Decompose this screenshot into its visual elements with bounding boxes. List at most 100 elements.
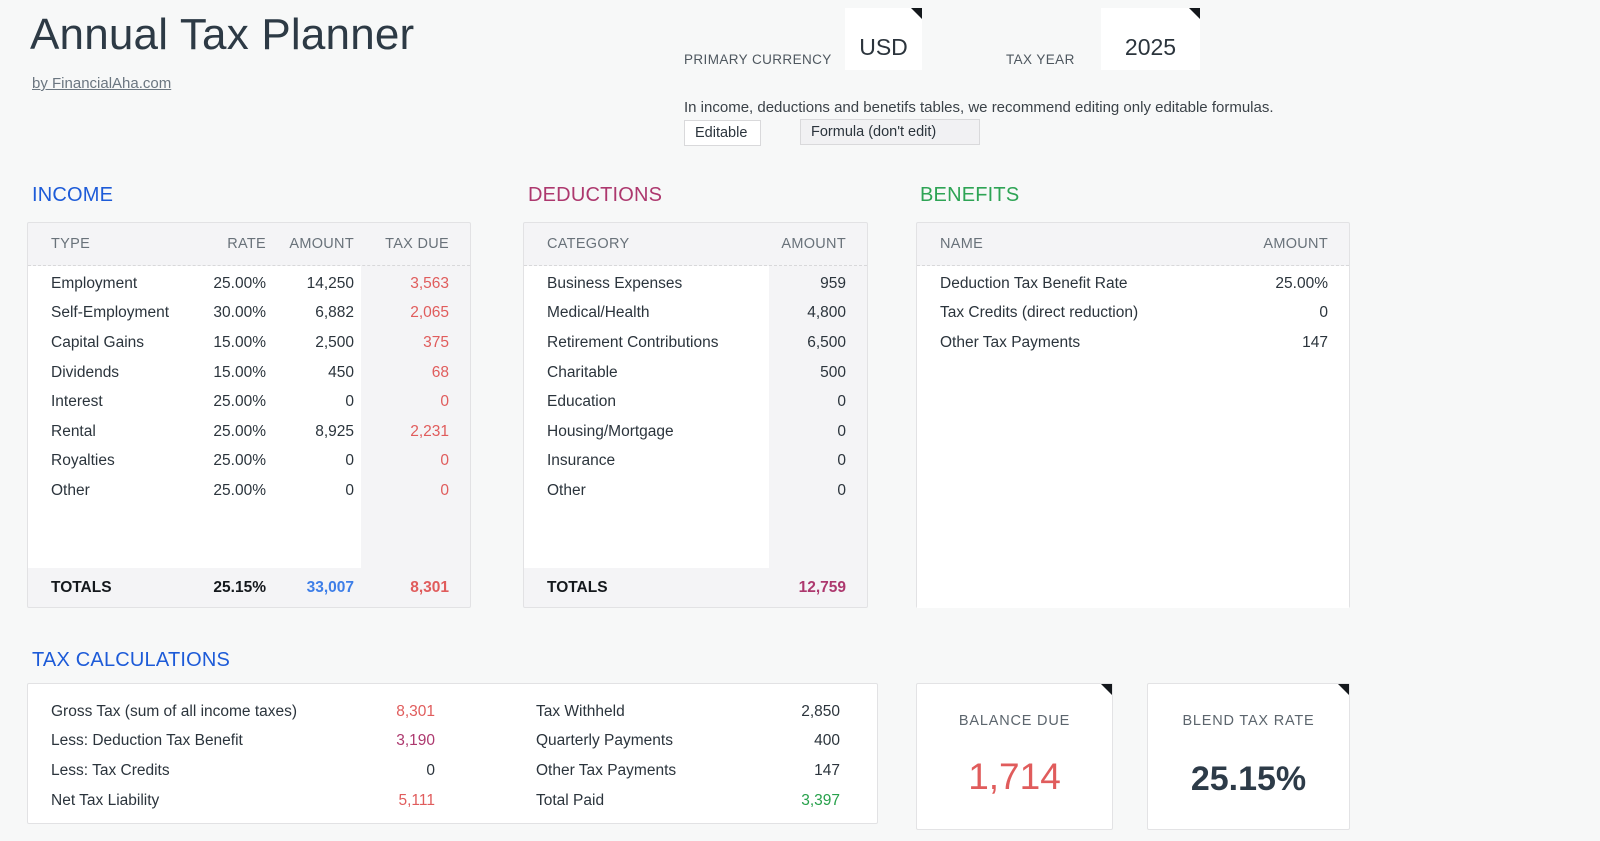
deduction-category-cell[interactable]: Other [547,481,586,499]
income-total-rate: 25.15% [213,579,266,596]
income-rate-cell[interactable]: 25.00% [213,481,266,499]
income-amount-cell[interactable]: 2,500 [315,333,354,351]
cell-corner-marker-icon [1338,684,1349,695]
income-type-cell[interactable]: Self-Employment [51,304,170,322]
income-rate-cell[interactable]: 25.00% [213,393,266,411]
deduction-category-cell[interactable]: Education [547,393,616,411]
income-amount-cell[interactable]: 6,882 [315,304,354,322]
deductions-totals-row: TOTALS 12,759 [524,568,867,608]
benefit-name-cell[interactable]: Tax Credits (direct reduction) [940,304,1139,322]
table-row: Self-Employment 30.00% 6,882 2,065 [28,299,470,329]
income-amount-cell[interactable]: 0 [345,452,354,470]
benefit-amount-cell[interactable]: 0 [1319,304,1328,322]
income-amount-cell[interactable]: 0 [345,393,354,411]
column-header-tax-due: TAX DUE [385,236,449,252]
table-row: Tax Credits (direct reduction) 0 [917,299,1349,329]
income-table: TYPE RATE AMOUNT TAX DUE Employment 25.0… [27,222,471,608]
benefits-section-title: BENEFITS [920,184,1020,206]
benefits-table-header: NAME AMOUNT [917,223,1349,266]
calc-label: Other Tax Payments [536,761,677,779]
income-section-title: INCOME [32,184,114,206]
income-tax-due-cell: 0 [440,393,449,411]
deduction-category-cell[interactable]: Insurance [547,452,616,470]
tax-credits-value: 0 [426,761,435,779]
table-row: Insurance 0 [524,447,867,477]
column-header-rate: RATE [227,236,266,252]
tax-year-cell[interactable]: 2025 [1101,8,1200,70]
deduction-amount-cell: 0 [837,393,846,411]
balance-due-card: BALANCE DUE 1,714 [916,683,1113,830]
deduction-category-cell[interactable]: Housing/Mortgage [547,422,674,440]
income-rate-cell[interactable]: 25.00% [213,452,266,470]
income-tax-due-cell: 0 [440,452,449,470]
income-type-cell[interactable]: Capital Gains [51,333,145,351]
income-type-cell[interactable]: Rental [51,422,96,440]
income-type-cell[interactable]: Interest [51,393,103,411]
deduction-category-cell[interactable]: Medical/Health [547,304,650,322]
deduction-amount-cell: 6,500 [807,333,846,351]
legend-formula-swatch: Formula (don't edit) [800,119,980,145]
column-header-name: NAME [940,236,984,252]
table-row: Medical/Health 4,800 [524,299,867,329]
calc-row: Other Tax Payments 147 [536,756,840,786]
calc-label: Gross Tax (sum of all income taxes) [51,702,298,720]
table-row: Rental 25.00% 8,925 2,231 [28,417,470,447]
income-editable-zone [28,266,361,568]
table-row: Other 25.00% 0 0 [28,476,470,506]
primary-currency-label: PRIMARY CURRENCY [684,52,832,67]
calc-row: Quarterly Payments 400 [536,727,840,757]
table-row: Capital Gains 15.00% 2,500 375 [28,328,470,358]
income-type-cell[interactable]: Other [51,481,90,499]
tax-calculations-section-title: TAX CALCULATIONS [32,649,231,671]
income-rate-cell[interactable]: 15.00% [213,363,266,381]
quarterly-payments-value[interactable]: 400 [814,732,840,750]
gross-tax-value: 8,301 [396,702,435,720]
benefit-name-cell[interactable]: Other Tax Payments [940,333,1081,351]
column-header-amount: AMOUNT [781,236,846,252]
income-amount-cell[interactable]: 450 [328,363,354,381]
income-rate-cell[interactable]: 25.00% [213,274,266,292]
income-rate-cell[interactable]: 15.00% [213,333,266,351]
income-amount-cell[interactable]: 8,925 [315,422,354,440]
cell-corner-marker-icon [1189,8,1200,19]
primary-currency-cell[interactable]: USD [845,8,922,70]
other-tax-payments-value[interactable]: 147 [814,761,840,779]
blend-tax-rate-value: 25.15% [1190,760,1307,798]
table-row: Other Tax Payments 147 [917,328,1349,358]
income-rate-cell[interactable]: 25.00% [213,422,266,440]
income-amount-cell[interactable]: 0 [345,481,354,499]
calc-row: Net Tax Liability 5,111 [51,786,435,816]
tax-withheld-value[interactable]: 2,850 [801,702,840,720]
balance-due-value: 1,714 [968,756,1061,797]
balance-due-label: BALANCE DUE [958,713,1071,729]
deduction-category-cell[interactable]: Retirement Contributions [547,333,719,351]
income-tax-due-cell: 0 [440,481,449,499]
calc-row: Tax Withheld 2,850 [536,697,840,727]
benefit-name-cell[interactable]: Deduction Tax Benefit Rate [940,274,1128,292]
income-type-cell[interactable]: Royalties [51,452,115,470]
income-tax-due-cell: 2,065 [410,304,449,322]
benefit-amount-cell[interactable]: 25.00% [1275,274,1328,292]
income-totals-row: TOTALS 25.15% 33,007 8,301 [28,568,470,608]
income-amount-cell[interactable]: 14,250 [306,274,354,292]
deduction-category-cell[interactable]: Charitable [547,363,618,381]
column-header-type: TYPE [51,236,91,252]
calc-row: Less: Tax Credits 0 [51,756,435,786]
byline-link[interactable]: by FinancialAha.com [32,75,172,92]
table-row: Other 0 [524,476,867,506]
benefit-amount-cell[interactable]: 147 [1302,333,1328,351]
tax-calculations-card: Gross Tax (sum of all income taxes) 8,30… [27,683,878,824]
deduction-amount-cell: 0 [837,422,846,440]
income-table-body: Employment 25.00% 14,250 3,563 Self-Empl… [28,266,470,568]
deduction-category-cell[interactable]: Business Expenses [547,274,683,292]
deductions-table-body: Business Expenses 959 Medical/Health 4,8… [524,266,867,568]
income-type-cell[interactable]: Employment [51,274,138,292]
income-type-cell[interactable]: Dividends [51,363,120,381]
calc-row: Less: Deduction Tax Benefit 3,190 [51,727,435,757]
income-tax-due-cell: 375 [423,333,449,351]
tax-year-value: 2025 [1124,34,1177,60]
deduction-amount-cell: 4,800 [807,304,846,322]
income-rate-cell[interactable]: 30.00% [213,304,266,322]
calc-label: Less: Deduction Tax Benefit [51,732,243,750]
deduction-amount-cell: 0 [837,452,846,470]
